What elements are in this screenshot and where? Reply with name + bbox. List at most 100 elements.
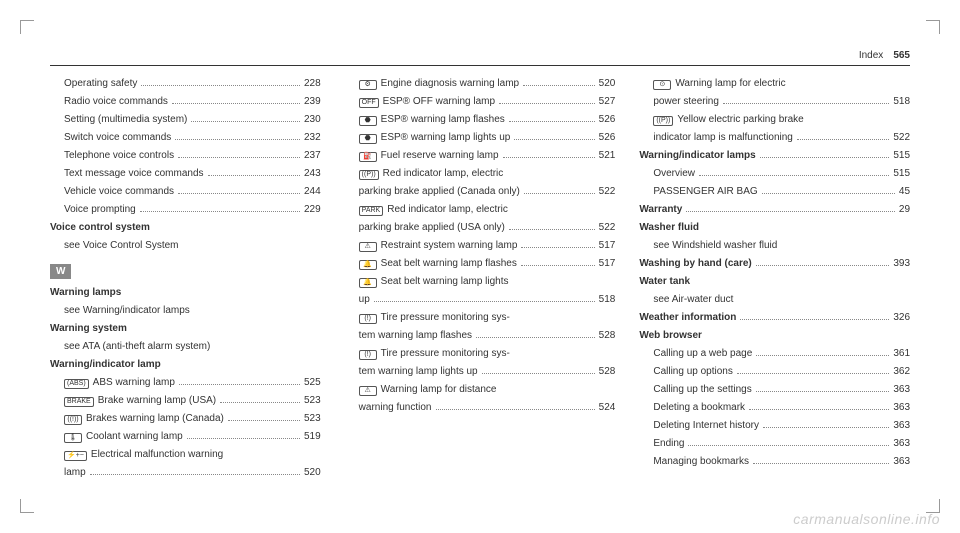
header-page-number: 565: [893, 50, 910, 61]
entry-label: Tire pressure monitoring sys-: [381, 310, 510, 326]
warning-lamp-icon: OFF: [359, 98, 379, 108]
page-number: 522: [893, 130, 910, 146]
see-reference: see Windshield washer fluid: [639, 238, 910, 254]
entry-label: ABS warning lamp: [93, 375, 175, 391]
leader-dots: [179, 384, 300, 385]
entry-label: parking brake applied (USA only): [359, 220, 505, 236]
index-entry: Operating safety228: [50, 76, 321, 92]
index-entry-continuation: warning function524: [345, 400, 616, 416]
index-entry: Warning/indicator lamp: [50, 357, 321, 373]
index-entry: ((P))Red indicator lamp, electric: [345, 166, 616, 182]
leader-dots: [749, 409, 889, 410]
page-number: 363: [893, 418, 910, 434]
index-entry: Water tank: [639, 274, 910, 290]
section-letter: W: [50, 264, 71, 279]
entry-label: Weather information: [639, 310, 736, 326]
page-number: 230: [304, 112, 321, 128]
leader-dots: [699, 175, 889, 176]
entry-label: ESP® warning lamp flashes: [381, 112, 505, 128]
page-number: 521: [599, 148, 616, 164]
entry-label: Brake warning lamp (USA): [98, 393, 216, 409]
crop-mark-tr: [926, 20, 940, 34]
leader-dots: [436, 409, 595, 410]
page-number: 362: [893, 364, 910, 380]
entry-label: Yellow electric parking brake: [677, 112, 803, 128]
entry-label: Warranty: [639, 202, 682, 218]
page-number: 515: [893, 148, 910, 164]
index-entry: (!)Tire pressure monitoring sys-: [345, 346, 616, 362]
leader-dots: [90, 474, 300, 475]
column-3: ⊙Warning lamp for electricpower steering…: [639, 76, 910, 483]
leader-dots: [524, 193, 595, 194]
entry-label: warning function: [359, 400, 432, 416]
index-entry: Managing bookmarks363: [639, 454, 910, 470]
entry-label: Tire pressure monitoring sys-: [381, 346, 510, 362]
page-number: 239: [304, 94, 321, 110]
index-entry: Voice control system: [50, 220, 321, 236]
entry-label: Radio voice commands: [64, 94, 168, 110]
entry-label: Ending: [653, 436, 684, 452]
index-entry: ⛽Fuel reserve warning lamp521: [345, 148, 616, 164]
leader-dots: [140, 211, 300, 212]
page-number: 518: [599, 292, 616, 308]
page-header: Index 565: [50, 50, 910, 66]
leader-dots: [141, 85, 300, 86]
page-number: 232: [304, 130, 321, 146]
entry-label: parking brake applied (Canada only): [359, 184, 520, 200]
see-reference: see ATA (anti-theft alarm system): [50, 339, 321, 355]
entry-label: Electrical malfunction warning: [91, 447, 223, 463]
page-number: 523: [304, 411, 321, 427]
leader-dots: [503, 157, 595, 158]
entry-label: Vehicle voice commands: [64, 184, 174, 200]
index-entry: ⬣ESP® warning lamp lights up526: [345, 130, 616, 146]
entry-label: Seat belt warning lamp flashes: [381, 256, 517, 272]
index-entry-continuation: tem warning lamp lights up528: [345, 364, 616, 380]
see-reference: see Voice Control System: [50, 238, 321, 254]
index-entry: (!) Tire pressure monitoring sys-: [345, 310, 616, 326]
warning-lamp-icon: 🔔: [359, 260, 377, 270]
entry-label: Washing by hand (care): [639, 256, 751, 272]
leader-dots: [723, 103, 889, 104]
index-entry: ⚠Warning lamp for distance: [345, 382, 616, 398]
leader-dots: [737, 373, 889, 374]
index-entry: OFFESP® OFF warning lamp527: [345, 94, 616, 110]
entry-label: Engine diagnosis warning lamp: [381, 76, 519, 92]
entry-label: Operating safety: [64, 76, 137, 92]
leader-dots: [178, 157, 300, 158]
leader-dots: [521, 265, 595, 266]
leader-dots: [228, 420, 300, 421]
leader-dots: [178, 193, 300, 194]
leader-dots: [482, 373, 595, 374]
index-entry: Telephone voice controls237: [50, 148, 321, 164]
index-entry: Ending363: [639, 436, 910, 452]
warning-lamp-icon: ⬣: [359, 116, 377, 126]
page-number: 526: [599, 130, 616, 146]
index-entry: Weather information326: [639, 310, 910, 326]
leader-dots: [220, 402, 300, 403]
leader-dots: [208, 175, 300, 176]
index-entry: Radio voice commands 239: [50, 94, 321, 110]
index-entry: Web browser: [639, 328, 910, 344]
warning-lamp-icon: (!): [359, 314, 377, 324]
leader-dots: [763, 427, 889, 428]
leader-dots: [509, 121, 595, 122]
leader-dots: [374, 301, 595, 302]
entry-label: lamp: [64, 465, 86, 481]
crop-mark-bl: [20, 499, 34, 513]
header-title: Index: [859, 50, 883, 61]
index-entry: ⬣ESP® warning lamp flashes526: [345, 112, 616, 128]
leader-dots: [172, 103, 300, 104]
entry-label: Red indicator lamp, electric: [383, 166, 504, 182]
warning-lamp-icon: ⚠: [359, 386, 377, 396]
entry-label: Water tank: [639, 274, 690, 290]
index-entry: ⚡+−Electrical malfunction warning: [50, 447, 321, 463]
page-number: 525: [304, 375, 321, 391]
warning-lamp-icon: 🔔: [359, 278, 377, 288]
warning-lamp-icon: 🌡: [64, 433, 82, 443]
leader-dots: [753, 463, 889, 464]
index-entry: Overview515: [639, 166, 910, 182]
entry-label: Red indicator lamp, electric: [387, 202, 508, 218]
entry-label: indicator lamp is malfunctioning: [653, 130, 793, 146]
index-entry: Warning lamps: [50, 285, 321, 301]
warning-lamp-icon: PARK: [359, 206, 384, 216]
